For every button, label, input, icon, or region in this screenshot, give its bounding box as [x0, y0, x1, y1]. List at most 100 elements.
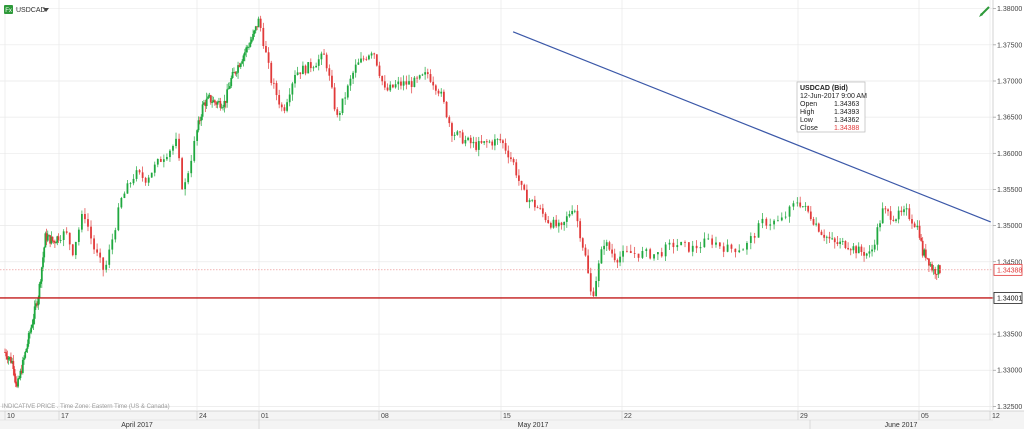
candle-body [15, 383, 18, 387]
candle-body [680, 241, 683, 246]
candle-body [190, 160, 193, 174]
candle-body [549, 223, 552, 228]
candle-body [12, 361, 15, 369]
candle-body [703, 238, 706, 248]
y-tick-label: 1.35000 [997, 223, 1022, 230]
candle-body [784, 216, 787, 218]
candle-body [220, 107, 223, 109]
candle-body [381, 75, 384, 82]
x-tick-label: 24 [199, 413, 207, 420]
ohlc-tooltip: USDCAD (Bid) 12-Jun-2017 9:00 AM Open 1.… [796, 81, 867, 133]
candle-body [233, 71, 235, 73]
y-tick-label: 1.33500 [997, 332, 1022, 339]
candle-body [256, 26, 259, 28]
candle-body [820, 231, 823, 235]
candle-body [272, 82, 275, 84]
candle-body [138, 170, 141, 173]
candle-body [267, 52, 270, 63]
candle-body [491, 141, 494, 146]
candle-body [536, 207, 539, 209]
symbol-label[interactable]: USDCAD [16, 7, 46, 14]
candle-body [512, 159, 515, 163]
candle-body [159, 159, 162, 162]
candle-body [579, 221, 582, 239]
candle-body [53, 241, 56, 243]
candle-body [223, 100, 226, 107]
candle-body [443, 91, 445, 102]
candle-body [539, 207, 542, 209]
candle-body [193, 140, 196, 161]
candle-body [23, 357, 25, 360]
candle-body [825, 236, 828, 238]
candle-body [523, 184, 526, 190]
candle-body [42, 257, 44, 268]
candle-body [499, 138, 502, 141]
candle-body [531, 199, 534, 201]
candle-body [815, 223, 818, 225]
candle-body [219, 101, 222, 108]
candle-body [831, 238, 834, 240]
candle-body [451, 123, 453, 136]
x-tick-label: 17 [61, 413, 69, 420]
candle-body [734, 248, 737, 253]
candle-body [250, 39, 253, 43]
price-axis: 1.325001.330001.335001.340001.345001.350… [992, 0, 1022, 411]
last-price-label: 1.34388 [997, 267, 1022, 274]
candle-body [184, 182, 187, 190]
candle-body [552, 219, 555, 228]
candle-body [71, 244, 74, 256]
candle-body [26, 343, 29, 349]
candle-body [587, 255, 590, 274]
candle-body [518, 175, 520, 181]
candle-body [87, 219, 89, 227]
candle-body [765, 218, 768, 226]
y-tick-label: 1.34500 [997, 259, 1022, 266]
candle-body [718, 242, 721, 247]
candle-body [400, 81, 402, 86]
candle-body [600, 249, 603, 264]
candle-body [440, 91, 443, 94]
candle-body [418, 75, 421, 79]
pencil-icon[interactable] [979, 6, 990, 17]
candle-body [504, 143, 507, 151]
candle-body [93, 238, 95, 250]
candle-body [836, 242, 839, 245]
candle-body [410, 81, 413, 87]
candle-body [45, 233, 48, 241]
candle-body [49, 235, 52, 244]
candle-body [868, 251, 871, 254]
candle-body [605, 242, 608, 246]
candle-body [597, 263, 600, 281]
candle-body [865, 253, 868, 256]
candle-body [237, 65, 239, 73]
candle-body [203, 102, 205, 105]
candle-body [349, 78, 352, 86]
candle-body [209, 95, 212, 103]
candle-body [839, 241, 842, 245]
candle-body [515, 162, 518, 176]
candle-body [613, 253, 616, 261]
candle-body [31, 324, 34, 328]
candle-body [707, 238, 710, 240]
candle-body [43, 247, 46, 258]
candle-body [402, 81, 405, 86]
candle-body [788, 206, 791, 217]
candle-body [923, 249, 926, 256]
candle-body [50, 236, 53, 244]
candle-body [39, 281, 42, 284]
candle-body [633, 252, 636, 254]
candle-body [935, 274, 938, 275]
caret-down-icon[interactable] [43, 8, 49, 12]
trendline[interactable] [512, 31, 991, 223]
candle-body [291, 83, 294, 95]
candle-body [855, 246, 857, 254]
y-tick-label: 1.37500 [997, 42, 1022, 49]
candle-body [105, 264, 108, 271]
candle-body [309, 62, 312, 69]
y-tick-label: 1.37000 [997, 78, 1022, 85]
candle-body [507, 150, 510, 158]
candle-body [453, 134, 456, 136]
candle-body [11, 361, 14, 363]
candle-body [469, 137, 472, 144]
candle-body [929, 264, 932, 266]
